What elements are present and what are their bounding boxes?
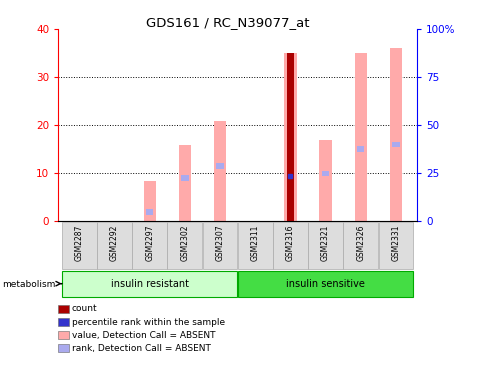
Text: rank, Detection Call = ABSENT: rank, Detection Call = ABSENT	[72, 344, 210, 353]
Text: GSM2311: GSM2311	[250, 224, 259, 261]
Text: GSM2302: GSM2302	[180, 224, 189, 261]
FancyBboxPatch shape	[167, 223, 202, 269]
FancyBboxPatch shape	[343, 223, 378, 269]
FancyBboxPatch shape	[272, 223, 307, 269]
Bar	[319, 140, 331, 221]
Text: GDS161 / RC_N39077_at: GDS161 / RC_N39077_at	[146, 16, 309, 30]
FancyBboxPatch shape	[132, 223, 167, 269]
Bar	[389, 49, 401, 221]
Text: GSM2331: GSM2331	[391, 224, 400, 261]
Text: GSM2292: GSM2292	[110, 224, 119, 261]
FancyBboxPatch shape	[97, 223, 132, 269]
FancyBboxPatch shape	[237, 271, 412, 297]
Text: GSM2326: GSM2326	[356, 224, 364, 261]
FancyBboxPatch shape	[62, 271, 237, 297]
Text: GSM2307: GSM2307	[215, 224, 224, 261]
Text: GSM2287: GSM2287	[75, 224, 84, 261]
Bar	[181, 175, 188, 181]
Text: GSM2316: GSM2316	[286, 224, 294, 261]
Bar	[354, 53, 366, 221]
Text: insulin sensitive: insulin sensitive	[286, 279, 364, 289]
Bar	[216, 163, 223, 169]
Bar	[143, 180, 155, 221]
FancyBboxPatch shape	[237, 223, 272, 269]
FancyBboxPatch shape	[202, 223, 237, 269]
Bar	[284, 53, 296, 221]
Bar	[287, 53, 293, 221]
Bar	[392, 142, 399, 147]
Bar	[356, 146, 364, 152]
Text: insulin resistant: insulin resistant	[110, 279, 188, 289]
Text: GSM2297: GSM2297	[145, 224, 154, 261]
Bar	[213, 120, 226, 221]
Text: count: count	[72, 305, 97, 313]
Text: metabolism: metabolism	[2, 280, 56, 289]
FancyBboxPatch shape	[62, 223, 96, 269]
Bar	[146, 209, 153, 215]
FancyBboxPatch shape	[378, 223, 412, 269]
Bar	[321, 171, 329, 176]
Bar	[178, 145, 191, 221]
Text: GSM2321: GSM2321	[320, 224, 330, 261]
FancyBboxPatch shape	[307, 223, 342, 269]
Text: percentile rank within the sample: percentile rank within the sample	[72, 318, 225, 326]
Text: value, Detection Call = ABSENT: value, Detection Call = ABSENT	[72, 331, 215, 340]
